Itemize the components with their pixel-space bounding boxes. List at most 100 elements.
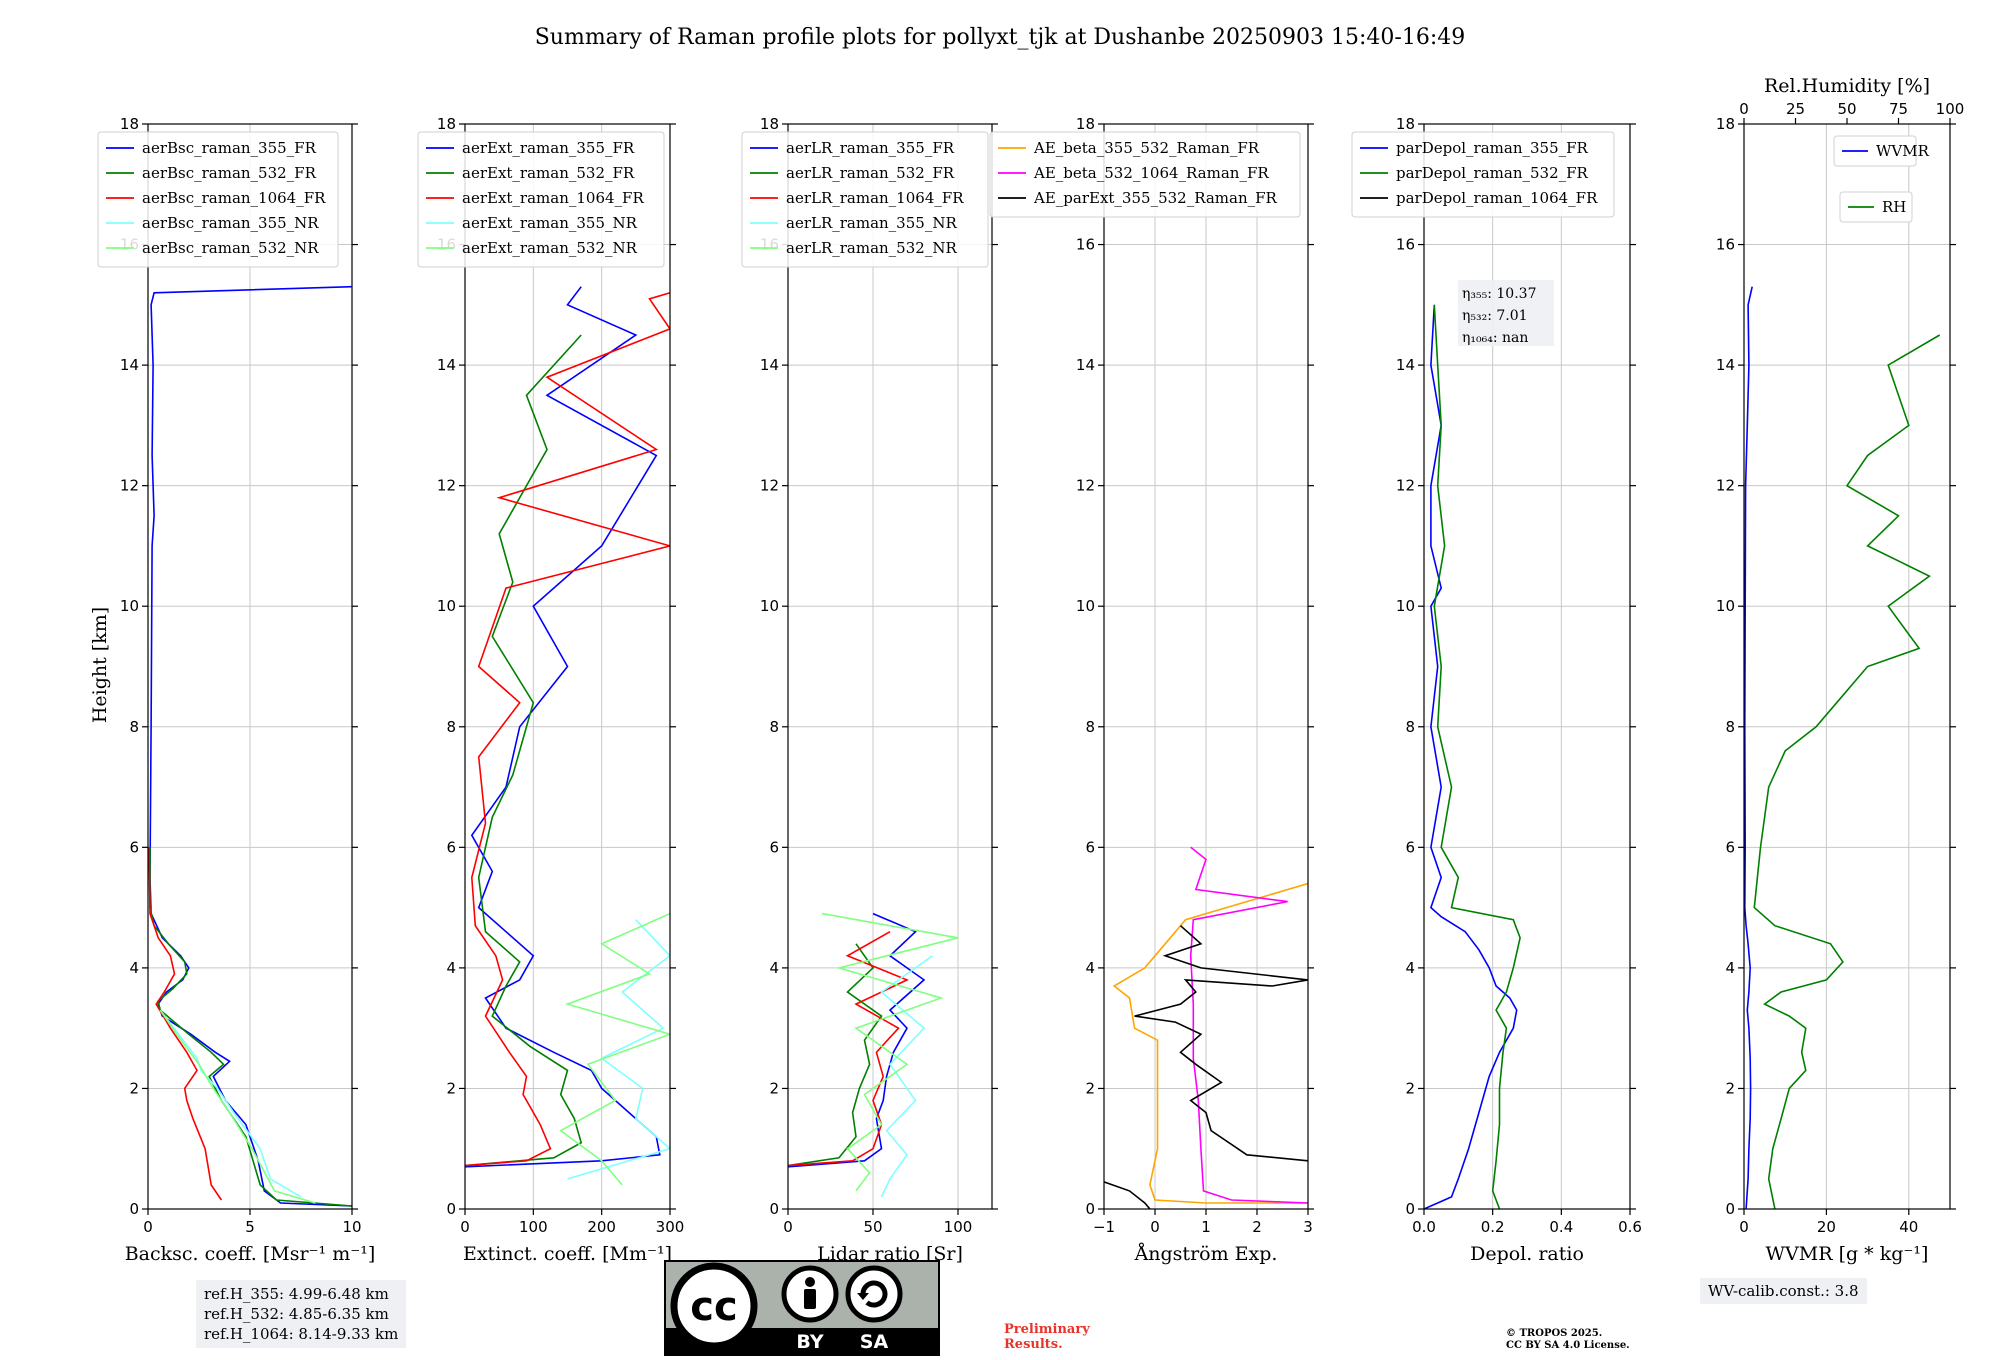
top-axis-label: Rel.Humidity [%] (1764, 75, 1930, 97)
wv-calib-box: WV-calib.const.: 3.8 (1700, 1278, 1867, 1304)
x-tick-label: 0 (1739, 1218, 1749, 1236)
y-tick-label: 14 (437, 356, 456, 374)
figure-title: Summary of Raman profile plots for polly… (535, 25, 1466, 50)
x-tick-label: 3 (1303, 1218, 1313, 1236)
legend-entry: aerExt_raman_355_NR (462, 214, 638, 232)
x-tick-label: 5 (245, 1218, 255, 1236)
preliminary-results-note: Preliminary Results. (1004, 1322, 1090, 1352)
y-tick-label: 6 (446, 838, 456, 856)
series-group-depol (1424, 304, 1521, 1209)
y-tick-label: 8 (1725, 718, 1735, 736)
y-tick-label: 10 (1396, 597, 1415, 615)
y-tick-label: 2 (1725, 1079, 1735, 1097)
y-tick-label: 14 (1396, 356, 1415, 374)
legend-entry: parDepol_raman_1064_FR (1396, 189, 1598, 207)
y-tick-label: 2 (1405, 1079, 1415, 1097)
legend-entry: aerLR_raman_355_NR (786, 214, 957, 232)
legend-entry: aerLR_raman_355_FR (786, 139, 955, 157)
y-tick-label: 14 (760, 356, 779, 374)
legend-entry: AE_parExt_355_532_Raman_FR (1033, 189, 1278, 207)
x-axis-label-bsc: Backsc. coeff. [Msr⁻¹ m⁻¹] (125, 1243, 376, 1265)
y-tick-label: 10 (120, 597, 139, 615)
x-tick-label: 300 (656, 1218, 685, 1236)
series-group-ext (465, 286, 670, 1186)
axes-frame-wv (1743, 123, 1951, 1210)
legend-entry: aerBsc_raman_532_FR (142, 164, 317, 182)
legend-entry: AE_beta_355_532_Raman_FR (1033, 139, 1260, 157)
copyright-note: © TROPOS 2025. CC BY SA 4.0 License. (1506, 1328, 1630, 1352)
legend-ae: AE_beta_355_532_Raman_FR AE_beta_532_1064… (989, 131, 1301, 218)
series-line-ext-2 (465, 292, 670, 1167)
y-tick-label: 2 (769, 1079, 779, 1097)
legend-bsc: aerBsc_raman_355_FR aerBsc_raman_532_FRae… (97, 131, 339, 268)
series-group-wv (1744, 286, 1941, 1209)
legend-entry: aerLR_raman_532_NR (786, 239, 957, 257)
axes-frame-lr (787, 123, 993, 1210)
eta-annotation-line: η₃₅₅: 10.37 (1462, 286, 1536, 302)
legend-wv: WVMR RH (1833, 135, 1930, 223)
ref-height-532: ref.H_532: 4.85-6.35 km (204, 1305, 389, 1323)
y-tick-label: 18 (120, 115, 139, 133)
y-tick-label: 4 (1725, 959, 1735, 977)
panel-ext: 0246810121416180100200300Extinct. coeff.… (417, 115, 685, 1265)
y-tick-label: 18 (1716, 115, 1735, 133)
x-tick-label: 0.2 (1481, 1218, 1505, 1236)
y-tick-label: 16 (1076, 236, 1095, 254)
ref-height-355: ref.H_355: 4.99-6.48 km (204, 1285, 389, 1303)
y-tick-label: 2 (129, 1079, 139, 1097)
legend-entry: AE_beta_532_1064_Raman_FR (1033, 164, 1269, 182)
x-tick-label: 20 (1817, 1218, 1836, 1236)
x-tick-label: 0 (1150, 1218, 1160, 1236)
x-tick-label: 0.0 (1412, 1218, 1436, 1236)
eta-annotation-line: η₅₃₂: 7.01 (1462, 308, 1528, 324)
series-line-wv-0 (1744, 286, 1753, 1209)
x-tick-label: 0 (460, 1218, 470, 1236)
sa-text: SA (860, 1331, 889, 1353)
y-tick-label: 8 (769, 718, 779, 736)
y-tick-label: 4 (446, 959, 456, 977)
preliminary-line-1: Preliminary (1004, 1322, 1090, 1337)
y-tick-label: 18 (437, 115, 456, 133)
series-line-wv-1 (1753, 334, 1941, 1209)
legend-ext: aerExt_raman_355_FR aerExt_raman_532_FRae… (417, 131, 665, 268)
y-tick-label: 6 (769, 838, 779, 856)
series-line-ext-3 (567, 919, 670, 1180)
y-tick-label: 18 (1076, 115, 1095, 133)
x-tick-label: 40 (1899, 1218, 1918, 1236)
cc-logo-text: cc (690, 1284, 737, 1330)
legend-entry: WVMR (1876, 142, 1930, 160)
y-tick-label: 8 (1085, 718, 1095, 736)
ref-height-1064: ref.H_1064: 8.14-9.33 km (204, 1325, 399, 1343)
y-tick-label: 2 (1085, 1079, 1095, 1097)
eta-annotation-box (1458, 280, 1554, 346)
series-line-depol-0 (1424, 304, 1518, 1209)
cc-by-sa-logo: cc BY SA (664, 1260, 940, 1356)
y-tick-label: 4 (1085, 959, 1095, 977)
series-line-bsc-2 (148, 847, 223, 1201)
y-tick-label: 0 (769, 1200, 779, 1218)
top-tick-label: 25 (1786, 100, 1805, 118)
series-line-ext-1 (465, 334, 583, 1167)
y-tick-label: 0 (129, 1200, 139, 1218)
x-tick-label: 0 (783, 1218, 793, 1236)
y-tick-label: 12 (760, 477, 779, 495)
y-tick-label: 12 (120, 477, 139, 495)
y-tick-label: 10 (760, 597, 779, 615)
y-tick-label: 18 (760, 115, 779, 133)
y-tick-label: 0 (1405, 1200, 1415, 1218)
top-tick-label: 75 (1889, 100, 1908, 118)
y-tick-label: 12 (1076, 477, 1095, 495)
series-group-ae (1104, 846, 1308, 1209)
legend-entry: aerExt_raman_532_NR (462, 239, 638, 257)
series-line-bsc-0 (149, 285, 352, 1207)
eta-annotation-line: η₁₀₆₄: nan (1462, 330, 1528, 346)
y-tick-label: 8 (1405, 718, 1415, 736)
legend-box (741, 131, 989, 268)
y-tick-label: 6 (129, 838, 139, 856)
y-tick-label: 10 (1716, 597, 1735, 615)
y-tick-label: 2 (446, 1079, 456, 1097)
x-axis-label-depol: Depol. ratio (1470, 1243, 1584, 1265)
y-tick-label: 16 (1396, 236, 1415, 254)
x-tick-label: 100 (944, 1218, 973, 1236)
